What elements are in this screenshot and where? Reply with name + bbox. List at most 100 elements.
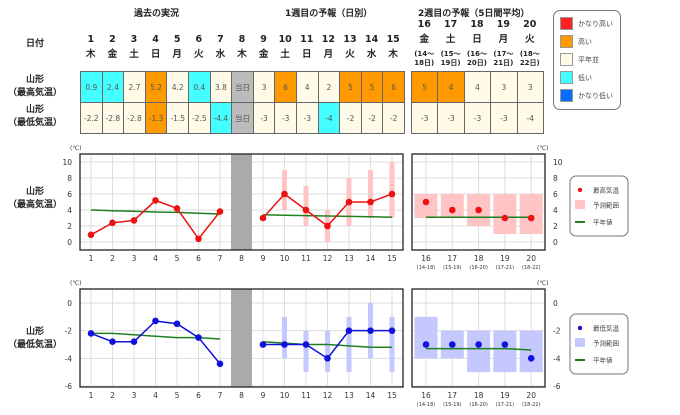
x-tick-label: 9 (261, 391, 266, 400)
table-cell-low-week2: -3 (411, 102, 439, 134)
x-tick-period: (17-21) (496, 402, 514, 408)
chart-label-low: 山形 （最低気温） (0, 326, 70, 352)
data-point (302, 341, 310, 348)
data-point (259, 214, 267, 222)
station-name: 山形 (25, 327, 44, 337)
x-tick-label: 8 (239, 391, 244, 400)
legend-label: 最低気温 (593, 324, 620, 333)
forecast-range-bar (389, 316, 395, 373)
x-tick-label: 18 (474, 391, 484, 400)
data-point (216, 208, 224, 215)
data-point (449, 341, 456, 348)
data-point (259, 341, 267, 348)
x-tick-label: 7 (218, 254, 223, 263)
normal-line (90, 209, 221, 215)
y-axis-unit: (℃) (70, 280, 81, 287)
weekday: 金 (419, 34, 429, 45)
data-point (281, 341, 288, 348)
table-cell-low: -3 (252, 102, 276, 134)
data-point (501, 341, 509, 348)
legend-swatch (560, 71, 573, 84)
week2-date-column: 20 火 (18～ 22日) (517, 17, 543, 68)
x-tick-label: 3 (132, 391, 137, 400)
legend-point-icon (577, 187, 583, 193)
y-tick-label: 4 (67, 206, 72, 215)
weekday: 月 (172, 49, 182, 60)
legend-label: かなり低い (578, 92, 613, 100)
period-end: 22日) (519, 59, 540, 67)
x-tick-label: 17 (448, 254, 458, 263)
weekday: 日 (302, 49, 312, 60)
day-number: 8 (238, 34, 246, 45)
row-label-low: 山形 （最低気温） (0, 104, 70, 130)
data-point (195, 235, 202, 243)
normal-line (426, 347, 532, 351)
x-tick-label: 4 (153, 391, 158, 400)
day-number: 15 (386, 34, 400, 45)
weekday: 土 (129, 49, 139, 60)
legend-label: 最高気温 (593, 186, 620, 195)
row-label-high: 山形 （最高気温） (0, 74, 70, 100)
period-start: (15～ (440, 50, 461, 58)
legend-swatch (560, 53, 573, 66)
legend-swatch (560, 17, 573, 30)
y-tick-label: 0 (67, 299, 72, 308)
data-point (388, 190, 396, 198)
day-number: 6 (195, 34, 203, 45)
legend-range-icon (575, 338, 585, 347)
week2-date-column: 16 金 (14～ 18日) (411, 17, 437, 68)
legend-label: 予測範囲 (593, 201, 619, 210)
date-column: 14 水 (361, 32, 383, 62)
forecast-range-bar (440, 194, 464, 218)
day-number: 3 (130, 34, 138, 45)
period-start: (16～ (467, 50, 487, 58)
day-number: 13 (343, 34, 357, 45)
forecast-range-bar (282, 170, 287, 210)
class-legend: かなり高い 高い 平年並 低い かなり低い (553, 10, 621, 110)
x-tick-label: 14 (366, 391, 376, 400)
forecast-range-bar (303, 330, 309, 373)
day-number: 20 (523, 19, 537, 30)
x-tick-label: 9 (261, 254, 266, 263)
y-tick-label: 4 (553, 206, 558, 215)
x-tick-label: 14 (366, 254, 376, 263)
data-point (367, 327, 374, 334)
weekday: 木 (388, 49, 398, 60)
y-tick-label: 10 (553, 158, 563, 167)
data-point (130, 338, 138, 346)
legend-label: かなり高い (578, 20, 613, 28)
day-number: 16 (417, 19, 431, 30)
weekday: 火 (194, 49, 204, 60)
element-name: （最低気温） (7, 118, 62, 128)
week2-date-column: 19 月 (17～ 21日) (490, 17, 516, 68)
today-column (231, 289, 252, 387)
x-tick-period: (16-20) (469, 265, 487, 271)
x-tick-label: 2 (110, 391, 115, 400)
table-cell-low-week2: -3 (463, 102, 492, 134)
weekday: 月 (498, 34, 509, 45)
x-tick-label: 20 (526, 254, 536, 263)
table-cell-low: -3 (274, 102, 297, 134)
data-point (324, 222, 331, 230)
data-point (449, 206, 456, 214)
weekday: 木 (237, 49, 247, 60)
forecast-range-bar (325, 330, 330, 373)
weekday: 金 (258, 49, 269, 60)
data-point (109, 338, 116, 346)
legend-label: 低い (578, 74, 592, 82)
data-point (302, 206, 310, 214)
weekday: 水 (366, 49, 377, 60)
date-column: 12 月 (318, 32, 340, 62)
data-point (152, 317, 159, 325)
header-week2: 2週目の予報（5日間平均） (418, 9, 530, 19)
forecast-range-bar (282, 316, 287, 359)
weekday: 土 (445, 34, 456, 45)
weekday: 日 (150, 49, 161, 60)
date-column: 15 木 (382, 32, 404, 62)
day-number: 11 (300, 34, 314, 45)
data-point (388, 327, 396, 334)
